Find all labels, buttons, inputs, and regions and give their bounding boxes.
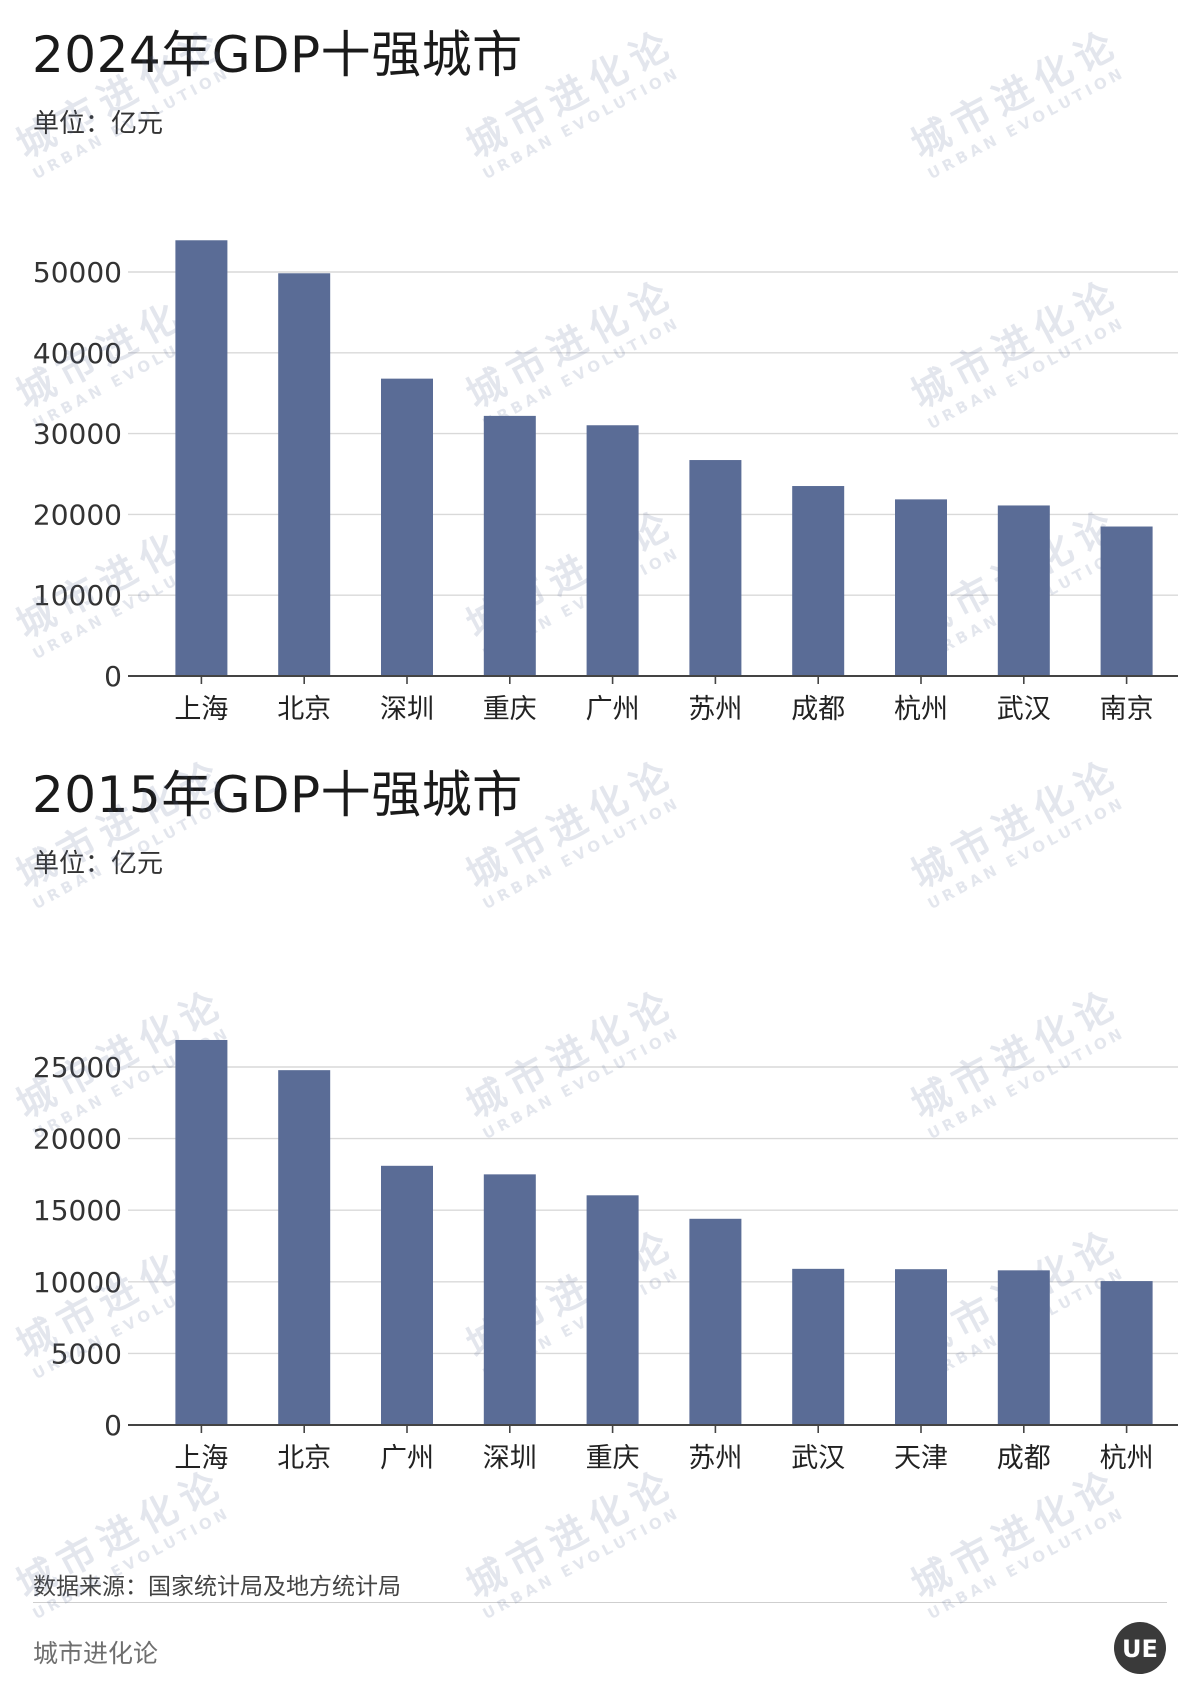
y-tick-label: 10000 — [33, 579, 122, 612]
bar — [586, 1195, 639, 1425]
footer-brand-name: 城市进化论 — [33, 1639, 159, 1668]
bar — [792, 1268, 845, 1425]
bar — [895, 1269, 947, 1425]
y-tick-label: 25000 — [33, 1051, 122, 1084]
bar — [1100, 526, 1153, 676]
bar — [689, 1218, 742, 1425]
bar — [483, 1174, 536, 1425]
y-tick-label: 0 — [104, 1409, 122, 1442]
x-tick-label: 广州 — [380, 1443, 434, 1474]
chart-1-title: 2024年GDP十强城市 — [32, 26, 523, 84]
y-tick-label: 15000 — [33, 1194, 122, 1227]
chart-1-gdp-2024: 0 10000 20000 30000 40000 50000 上海 北京 深圳 重庆 广州 苏州 成都… — [33, 240, 1178, 725]
bar — [483, 415, 536, 676]
x-tick-label: 重庆 — [483, 694, 537, 725]
x-tick-label: 杭州 — [894, 694, 948, 725]
bar — [689, 460, 742, 676]
x-tick-label: 上海 — [174, 1443, 228, 1474]
footer-divider — [33, 1602, 1167, 1603]
chart-1-unit-label: 单位：亿元 — [33, 109, 164, 139]
y-tick-label: 30000 — [33, 418, 122, 451]
x-tick-label: 重庆 — [586, 1443, 640, 1474]
chart-2-unit-label: 单位：亿元 — [33, 849, 164, 879]
bar — [895, 499, 947, 676]
bar — [175, 240, 228, 676]
y-tick-label: 40000 — [33, 337, 122, 370]
bar — [997, 505, 1050, 676]
bar — [792, 486, 845, 676]
bar — [381, 1165, 433, 1425]
y-tick-label: 20000 — [33, 1123, 122, 1156]
x-tick-label: 上海 — [174, 694, 228, 725]
y-tick-label: 50000 — [33, 256, 122, 289]
x-tick-label: 南京 — [1100, 694, 1154, 725]
chart-2-title: 2015年GDP十强城市 — [32, 766, 523, 824]
x-tick-label: 杭州 — [1100, 1443, 1154, 1474]
data-source-note: 数据来源：国家统计局及地方统计局 — [33, 1574, 401, 1600]
bar — [586, 425, 639, 676]
y-tick-label: 5000 — [51, 1337, 122, 1370]
brand-logo-text: UE — [1122, 1635, 1158, 1663]
x-tick-label: 天津 — [894, 1443, 948, 1474]
bar — [997, 1270, 1050, 1425]
x-tick-label: 深圳 — [380, 694, 434, 725]
bar — [1100, 1281, 1153, 1425]
bar — [278, 1070, 331, 1425]
x-tick-label: 北京 — [277, 1443, 331, 1474]
y-tick-label: 10000 — [33, 1266, 122, 1299]
x-tick-label: 深圳 — [483, 1443, 537, 1474]
x-tick-label: 广州 — [586, 694, 640, 725]
x-tick-label: 成都 — [997, 1443, 1051, 1474]
bar — [278, 273, 331, 676]
y-tick-label: 0 — [104, 660, 122, 693]
brand-logo-icon: UE — [1114, 1622, 1166, 1674]
x-tick-label: 武汉 — [997, 694, 1051, 725]
x-tick-label: 苏州 — [688, 694, 742, 725]
x-tick-label: 苏州 — [688, 1443, 742, 1474]
bar — [381, 378, 433, 676]
chart-2-gdp-2015: 0 5000 10000 15000 20000 25000 上海 北京 广州 深圳 重庆 苏州 武汉 天… — [33, 1039, 1178, 1474]
x-tick-label: 武汉 — [791, 1443, 845, 1474]
x-tick-label: 北京 — [277, 694, 331, 725]
bar — [175, 1039, 228, 1425]
x-tick-label: 成都 — [791, 694, 845, 725]
y-tick-label: 20000 — [33, 498, 122, 531]
